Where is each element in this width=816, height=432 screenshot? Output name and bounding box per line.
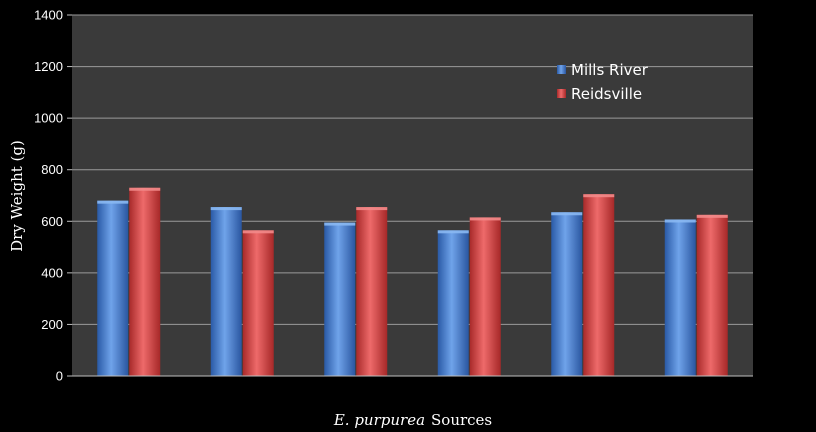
x-axis-title: E. purpurea Sources <box>333 411 492 429</box>
bar-series-mills-river-5 <box>551 212 583 376</box>
bar-top-highlight <box>437 230 469 234</box>
y-axis-ticks: 0 200 400 600 800 1000 1200 1400 <box>34 8 72 384</box>
y-tick-label: 200 <box>41 317 63 332</box>
x-axis-title-rest: Sources <box>431 411 492 429</box>
bar-series-mills-river-2 <box>210 207 242 376</box>
bar-top-highlight <box>696 214 728 218</box>
x-axis-title-italic: E. purpurea <box>333 411 425 429</box>
y-tick-label: 1000 <box>34 111 63 126</box>
legend-label-series-reidsville: Reidsville <box>571 85 642 103</box>
bar-series-reidsville-6 <box>696 214 728 376</box>
bar-top-highlight <box>242 230 274 234</box>
bar-series-reidsville-4 <box>469 217 501 376</box>
bars <box>97 187 728 376</box>
legend: Mills River Reidsville <box>557 61 649 103</box>
bar-series-mills-river-3 <box>324 222 356 376</box>
bar-top-highlight <box>551 212 583 216</box>
bar-series-reidsville-2 <box>242 230 274 376</box>
bar-top-highlight <box>129 187 161 191</box>
y-tick-label: 1200 <box>34 59 63 74</box>
legend-label-series-mills-river: Mills River <box>571 61 649 79</box>
bar-series-reidsville-3 <box>356 207 388 376</box>
bar-top-highlight <box>324 222 356 226</box>
bar-top-highlight <box>583 194 615 198</box>
bar-series-reidsville-5 <box>583 194 615 376</box>
bar-series-reidsville-1 <box>129 187 161 376</box>
y-tick-label: 600 <box>41 214 63 229</box>
y-tick-label: 1400 <box>34 8 63 23</box>
bar-top-highlight <box>664 219 696 223</box>
bar-series-mills-river-1 <box>97 200 129 376</box>
bar-top-highlight <box>469 217 501 221</box>
gridlines <box>72 14 753 325</box>
y-tick-label: 800 <box>41 162 63 177</box>
bar-series-mills-river-6 <box>664 219 696 376</box>
y-axis-title: Dry Weight (g) <box>8 140 26 252</box>
y-tick-label: 400 <box>41 265 63 280</box>
bar-top-highlight <box>97 200 129 204</box>
legend-swatch-series-reidsville <box>557 89 566 98</box>
bar-top-highlight <box>210 207 242 211</box>
y-tick-label: 0 <box>56 369 63 384</box>
bar-series-mills-river-4 <box>437 230 469 376</box>
legend-swatch-series-mills-river <box>557 65 566 74</box>
bar-top-highlight <box>356 207 388 211</box>
plot-area <box>72 15 753 376</box>
